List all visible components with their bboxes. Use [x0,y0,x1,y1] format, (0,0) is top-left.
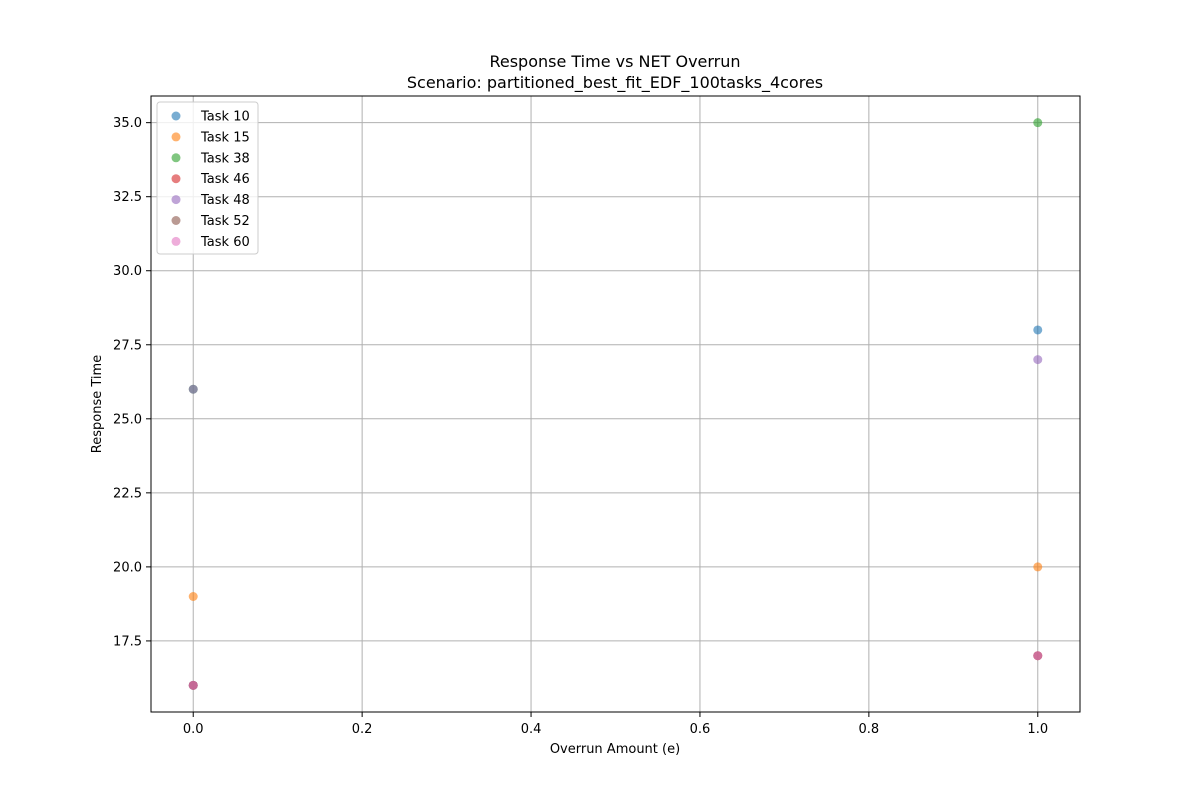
data-point [188,680,198,690]
legend: Task 10 Task 15 Task 38 Task 46 Task 48 Task … [156,101,259,255]
data-point [1033,118,1043,128]
y-tick-label: 20.0 [113,560,142,575]
series-task-48 [188,355,1043,394]
data-point [1033,325,1043,335]
legend-item: Task 48 [171,193,250,208]
legend-label: Task 46 [200,172,250,187]
x-tick-label: 0.6 [690,722,711,737]
x-tick-label: 0.8 [859,722,880,737]
legend-item: Task 52 [171,214,250,229]
grid-layer [151,96,1080,712]
legend-item: Task 15 [171,130,250,145]
points-layer [188,118,1043,690]
legend-marker [171,216,181,225]
legend-label: Task 52 [200,214,250,229]
plot-frame [150,95,1081,713]
legend-marker [171,195,181,205]
y-axis-label: Response Time [90,355,105,453]
legend-label: Task 15 [200,130,250,145]
data-point [188,592,198,601]
x-axis-label: Overrun Amount (e) [550,742,680,757]
series-task-52 [188,651,1043,690]
legend-item: Task 60 [171,235,250,250]
legend-marker [171,132,181,142]
legend-box [156,101,259,255]
legend-marker [171,153,181,163]
series-task-10 [188,325,1043,690]
legend-item: Task 38 [171,151,250,166]
y-tick-label: 35.0 [113,116,142,131]
legend-item: Task 46 [171,172,250,187]
legend-marker [171,111,181,121]
legend-marker [171,236,181,246]
y-tick-label: 27.5 [113,338,142,353]
y-tick-label: 17.5 [113,634,142,649]
y-tick-label: 25.0 [113,412,142,427]
legend-label: Task 10 [200,110,250,125]
series-task-60 [188,651,1043,690]
series-task-15 [188,562,1043,601]
data-point [1033,562,1043,572]
series-task-46 [188,651,1043,690]
y-tick-label: 22.5 [113,486,142,501]
data-point [1033,651,1043,661]
legend-label: Task 48 [200,193,250,208]
x-tick-label: 1.0 [1027,722,1048,737]
legend-label: Task 38 [200,151,250,166]
chart-subtitle: Scenario: partitioned_best_fit_EDF_100ta… [407,73,823,93]
y-tick-label: 30.0 [113,264,142,279]
x-tick-label: 0.2 [352,722,373,737]
ticks-layer: 0.0 0.2 0.4 0.6 0.8 1.0 17.5 20.0 22.5 25.0 27.5 30… [113,116,1048,737]
legend-marker [171,174,181,184]
data-point [1033,355,1043,365]
series-task-38 [188,118,1043,394]
data-point [188,384,198,394]
legend-label: Task 60 [200,235,250,250]
chart-title: Response Time vs NET Overrun [489,52,740,71]
x-tick-label: 0.0 [183,722,204,737]
y-tick-label: 32.5 [113,190,142,205]
x-tick-label: 0.4 [521,722,542,737]
legend-item: Task 10 [171,110,250,125]
